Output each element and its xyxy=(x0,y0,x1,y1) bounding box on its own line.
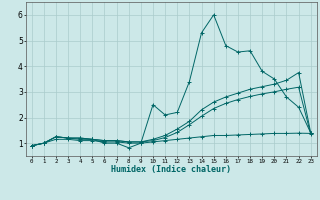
X-axis label: Humidex (Indice chaleur): Humidex (Indice chaleur) xyxy=(111,165,231,174)
